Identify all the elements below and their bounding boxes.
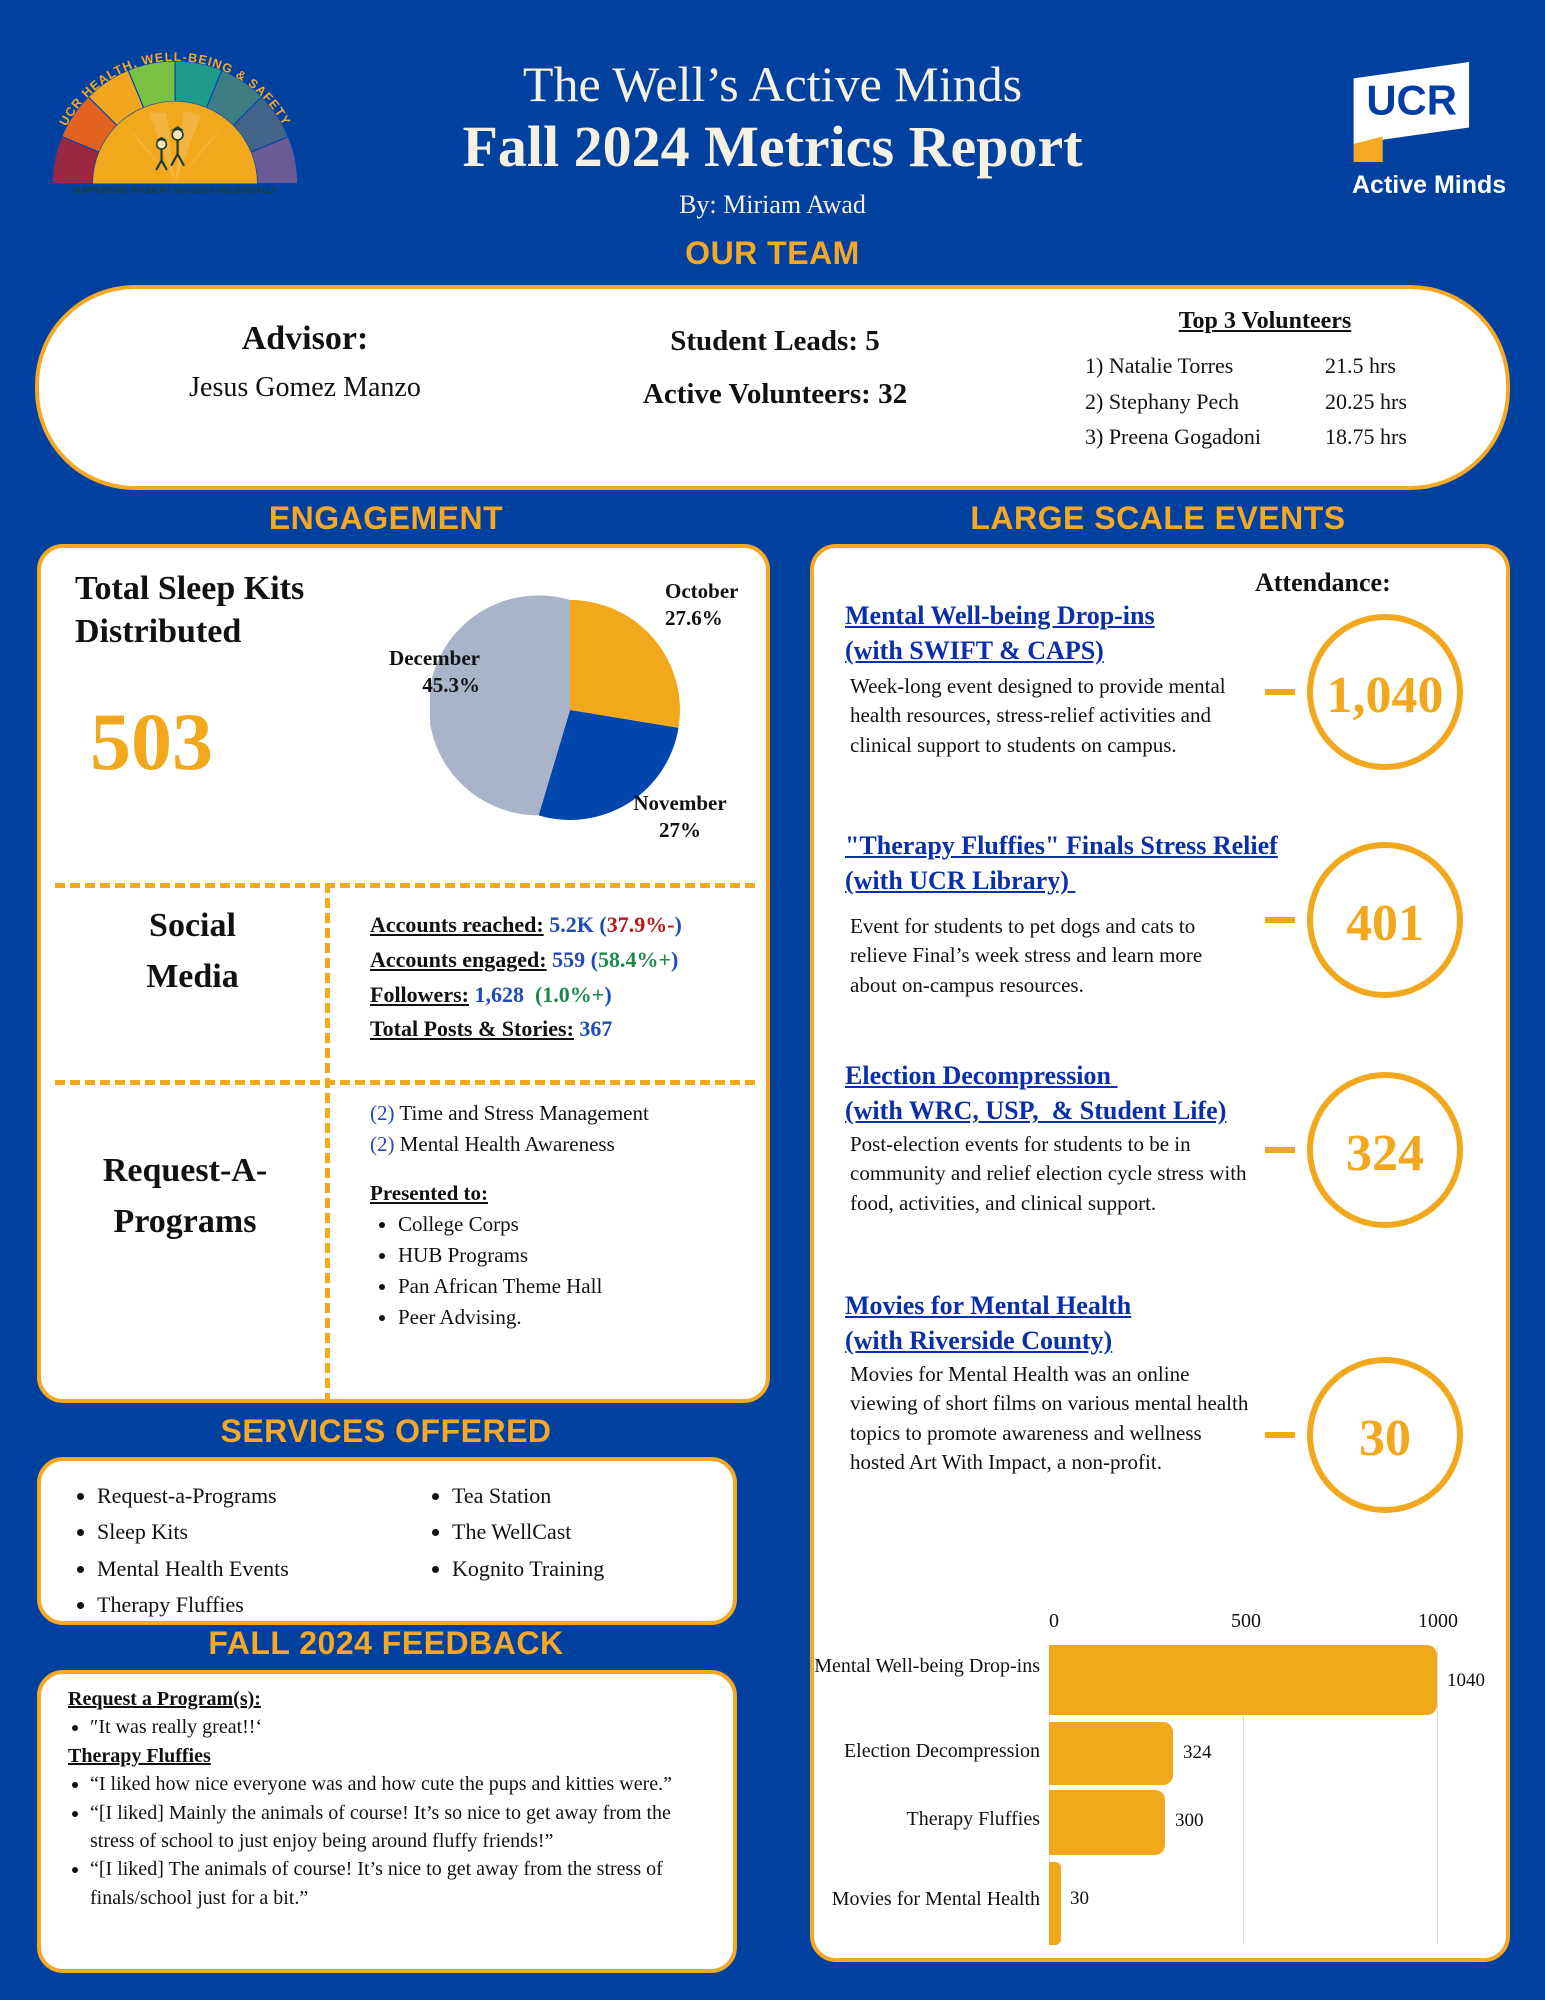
svg-text:30: 30 xyxy=(1359,1410,1411,1467)
svg-text:324: 324 xyxy=(1346,1125,1424,1182)
svg-text:1,040: 1,040 xyxy=(1327,667,1444,724)
svg-text:SUPPORTING STUDENT SUCCESS HOL: SUPPORTING STUDENT SUCCESS HOLISTICALLY xyxy=(73,186,278,195)
svg-text:UCR: UCR xyxy=(1366,77,1457,124)
svg-text:401: 401 xyxy=(1346,895,1424,952)
